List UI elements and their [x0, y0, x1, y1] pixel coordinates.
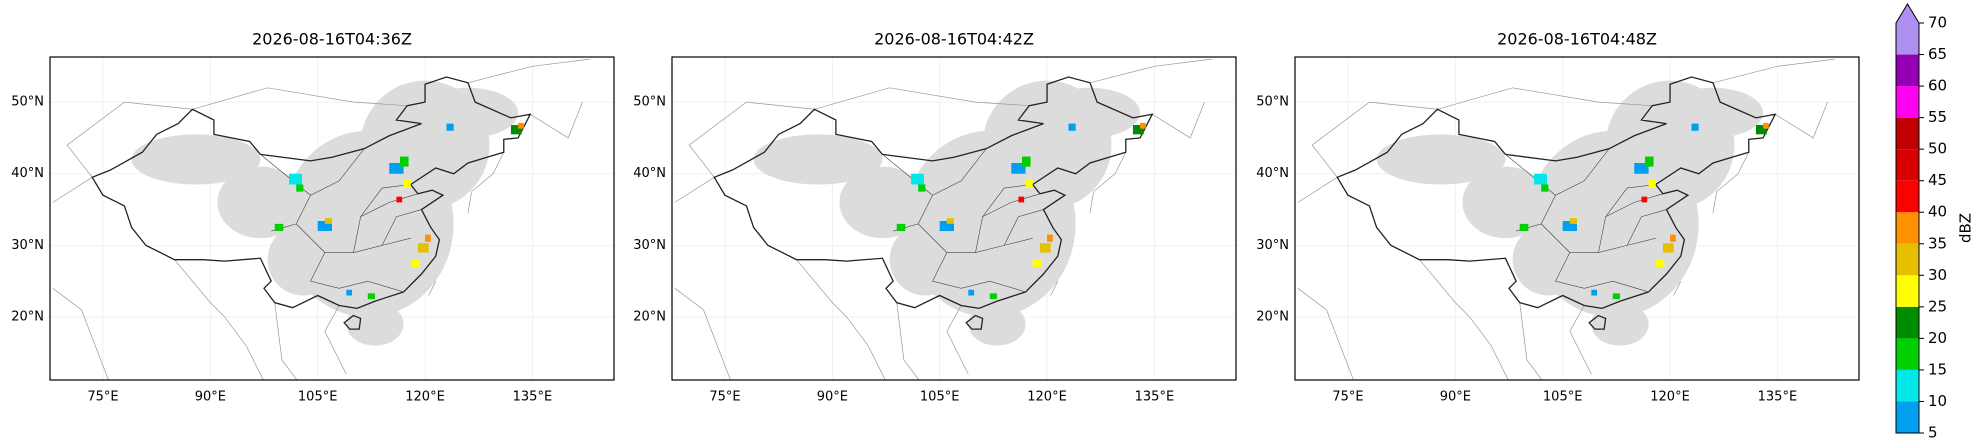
map-frame	[1294, 56, 1860, 381]
colorbar: 5 10 15 20 25 30 35 40 45 50 55 60 65 70	[1895, 3, 1947, 442]
colorbar-tick-label: 30	[1928, 266, 1947, 284]
x-tick-label: 105°E	[298, 390, 338, 405]
colorbar-tick-label: 10	[1928, 392, 1947, 410]
y-tick-label: 30°N	[1256, 238, 1289, 253]
map-frame	[671, 56, 1237, 381]
colorbar-segment	[1896, 212, 1919, 244]
colorbar-segment	[1896, 54, 1919, 87]
panel-title: 2026-08-16T04:36Z	[252, 30, 412, 49]
map	[50, 57, 614, 403]
map-panel: 2026-08-16T04:42Z 75°E 90°E 105°E 120°E 135°E…	[633, 30, 1237, 405]
x-tick-label: 90°E	[195, 390, 226, 405]
colorbar-segment	[1896, 180, 1919, 213]
colorbar-tick-label: 45	[1928, 171, 1947, 189]
colorbar-segment	[1896, 275, 1919, 307]
panel-title: 2026-08-16T04:42Z	[874, 30, 1034, 49]
x-tick-label: 120°E	[1027, 390, 1067, 405]
x-tick-label: 75°E	[709, 390, 740, 405]
y-tick-label: 50°N	[1256, 95, 1289, 110]
x-tick-label: 90°E	[817, 390, 848, 405]
map-frame	[49, 56, 615, 381]
x-tick-label: 135°E	[513, 390, 553, 405]
colorbar-tick-label: 5	[1928, 424, 1938, 442]
colorbar-tick-label: 25	[1928, 297, 1947, 315]
colorbar-segment	[1896, 117, 1919, 150]
x-tick-label: 105°E	[920, 390, 960, 405]
map-content	[53, 59, 590, 403]
y-tick-label: 20°N	[11, 309, 44, 324]
colorbar-segment	[1896, 306, 1919, 339]
colorbar-segment	[1896, 243, 1919, 276]
y-tick-label: 40°N	[1256, 166, 1289, 181]
x-tick-label: 90°E	[1440, 390, 1471, 405]
colorbar-tick-label: 15	[1928, 360, 1947, 378]
colorbar-tick-label: 60	[1928, 77, 1947, 95]
x-tick-label: 120°E	[1650, 390, 1690, 405]
y-tick-label: 20°N	[1256, 309, 1289, 324]
map	[1295, 57, 1859, 403]
colorbar-segment	[1896, 338, 1919, 370]
panel-title: 2026-08-16T04:48Z	[1497, 30, 1657, 49]
colorbar-tick-label: 50	[1928, 140, 1947, 158]
colorbar-segment	[1896, 149, 1919, 181]
y-tick-label: 40°N	[633, 166, 666, 181]
x-tick-label: 105°E	[1543, 390, 1583, 405]
colorbar-segment	[1896, 369, 1919, 402]
x-tick-label: 75°E	[1332, 390, 1363, 405]
map-panel: 2026-08-16T04:48Z 75°E 90°E 105°E 120°E 135°E…	[1256, 30, 1860, 405]
map	[672, 57, 1236, 403]
colorbar-tick-label: 65	[1928, 45, 1947, 63]
x-tick-label: 135°E	[1758, 390, 1798, 405]
y-tick-label: 50°N	[633, 95, 666, 110]
y-tick-label: 20°N	[633, 309, 666, 324]
y-tick-label: 30°N	[11, 238, 44, 253]
y-tick-label: 50°N	[11, 95, 44, 110]
x-tick-label: 120°E	[405, 390, 445, 405]
x-tick-label: 75°E	[87, 390, 118, 405]
colorbar-tick-label: 70	[1928, 14, 1947, 32]
colorbar-frame	[1895, 3, 1920, 434]
colorbar-tick-label: 35	[1928, 234, 1947, 252]
colorbar-segment	[1896, 86, 1919, 118]
colorbar-segment	[1896, 23, 1919, 55]
colorbar-tick-label: 20	[1928, 329, 1947, 347]
colorbar-extend	[1896, 4, 1919, 23]
map-content	[1298, 59, 1835, 403]
colorbar-label: dBZ	[1957, 213, 1975, 243]
map-content	[675, 59, 1212, 403]
map-panel: 2026-08-16T04:36Z 75°E 90°E 105°E 120°E 135°E…	[11, 30, 615, 405]
colorbar-segment	[1896, 401, 1919, 433]
y-tick-label: 30°N	[633, 238, 666, 253]
y-tick-label: 40°N	[11, 166, 44, 181]
colorbar-tick-label: 55	[1928, 108, 1947, 126]
x-tick-label: 135°E	[1135, 390, 1175, 405]
colorbar-tick-label: 40	[1928, 203, 1947, 221]
